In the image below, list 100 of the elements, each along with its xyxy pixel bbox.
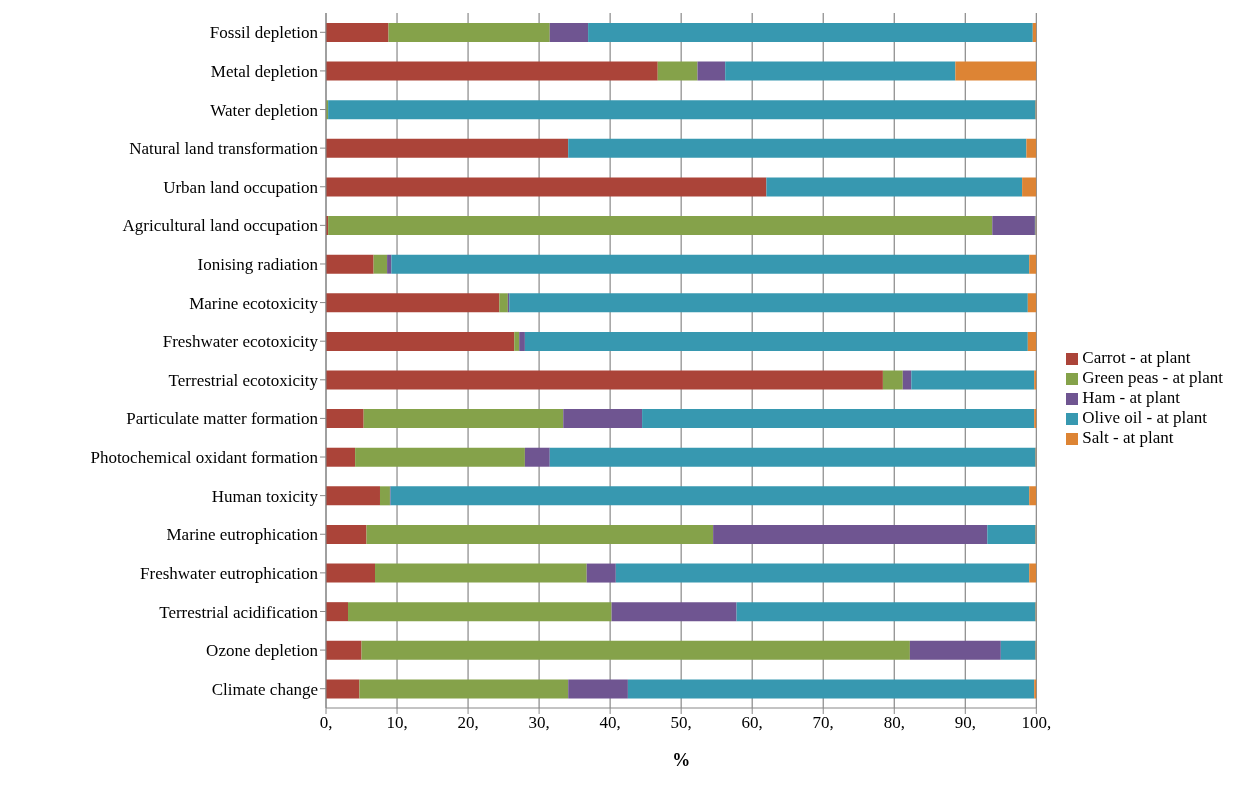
bar: [615, 563, 1030, 583]
bar: [326, 640, 362, 660]
bar: [328, 100, 1036, 120]
x-tick-label: 30,: [528, 713, 550, 733]
bar: [657, 61, 698, 81]
bar: [326, 486, 380, 506]
bar: [1034, 409, 1037, 429]
bar: [909, 640, 1001, 660]
y-tick-label: Terrestrial acidification: [159, 602, 319, 622]
bar: [373, 254, 388, 274]
bar: [519, 331, 525, 351]
bar: [736, 602, 1036, 622]
bar: [375, 563, 587, 583]
y-tick-label: Marine ecotoxicity: [189, 293, 319, 313]
bar: [882, 370, 903, 390]
bar: [1027, 331, 1037, 351]
bar: [611, 602, 737, 622]
bar: [326, 602, 349, 622]
bar: [1026, 138, 1037, 158]
legend-label: Carrot - at plant: [1082, 348, 1191, 367]
bar: [549, 23, 589, 42]
x-tick-label: 40,: [599, 713, 621, 733]
bar: [348, 602, 612, 622]
bar: [326, 61, 658, 81]
y-tick-label: Terrestrial ecotoxicity: [168, 370, 319, 390]
bar: [725, 61, 956, 81]
y-tick-label: Ionising radiation: [197, 255, 319, 275]
legend-label: Ham - at plant: [1082, 388, 1181, 407]
bar: [361, 640, 910, 660]
bar: [902, 370, 912, 390]
y-tick-label: Water depletion: [210, 100, 319, 120]
bar: [1000, 640, 1036, 660]
bar: [568, 138, 1027, 158]
bar: [713, 524, 988, 544]
bar: [363, 409, 564, 429]
bar: [366, 524, 714, 544]
bar: [514, 331, 520, 351]
bar: [388, 23, 550, 42]
bar: [1029, 486, 1037, 506]
bar: [499, 293, 508, 313]
bar: [955, 61, 1037, 81]
x-tick-label: 10,: [386, 713, 408, 733]
bar: [326, 524, 367, 544]
y-tick-label: Urban land occupation: [163, 177, 319, 197]
bar: [1034, 679, 1037, 699]
x-tick-label: 80,: [883, 713, 905, 733]
bar: [326, 23, 389, 42]
bar: [642, 409, 1035, 429]
bar: [549, 447, 1036, 467]
bar: [627, 679, 1035, 699]
bar: [326, 138, 569, 158]
bar: [563, 409, 643, 429]
y-tick-label: Freshwater ecotoxicity: [162, 332, 319, 352]
bar: [328, 216, 993, 236]
legend-label: Olive oil - at plant: [1082, 408, 1207, 427]
y-tick-label: Climate change: [211, 679, 318, 699]
x-tick-label: 60,: [741, 713, 763, 733]
bar: [1027, 293, 1037, 313]
bar: [911, 370, 1035, 390]
x-tick-label: 100,: [1021, 713, 1052, 733]
y-tick-label: Particulate matter formation: [126, 409, 319, 429]
bar: [1029, 254, 1037, 274]
bar: [379, 486, 390, 506]
bar: [355, 447, 525, 467]
y-tick-label: Human toxicity: [211, 486, 319, 506]
x-tick-label: 90,: [954, 713, 976, 733]
bar: [326, 409, 364, 429]
x-axis-title: %: [672, 750, 691, 770]
bar: [1034, 370, 1037, 390]
bar: [588, 23, 1033, 42]
bar: [326, 563, 376, 583]
bar: [326, 331, 515, 351]
legend-label: Green peas - at plant: [1082, 368, 1223, 387]
y-tick-label: Marine eutrophication: [166, 525, 319, 545]
bar: [509, 293, 1028, 313]
bar: [697, 61, 726, 81]
bar: [1029, 563, 1037, 583]
y-tick-label: Ozone depletion: [206, 641, 319, 661]
bar: [326, 254, 374, 274]
bar: [586, 563, 616, 583]
bar: [766, 177, 1023, 197]
y-tick-label: Agricultural land occupation: [122, 216, 319, 236]
y-tick-label: Natural land transformation: [129, 139, 319, 159]
x-tick-label: 70,: [812, 713, 834, 733]
bar: [987, 524, 1036, 544]
bar: [391, 254, 1030, 274]
x-tick-label: 50,: [670, 713, 692, 733]
bar: [992, 216, 1035, 236]
y-tick-label: Fossil depletion: [209, 23, 319, 43]
bar: [326, 447, 356, 467]
bar: [524, 447, 550, 467]
bar: [326, 177, 767, 197]
y-tick-label: Metal depletion: [210, 61, 319, 81]
bar: [326, 679, 360, 699]
bar: [524, 331, 1028, 351]
bar: [326, 293, 500, 313]
x-tick-label: 0,: [319, 713, 333, 733]
legend-label: Salt - at plant: [1082, 428, 1174, 447]
y-tick-label: Freshwater eutrophication: [140, 563, 319, 583]
bar: [390, 486, 1030, 506]
